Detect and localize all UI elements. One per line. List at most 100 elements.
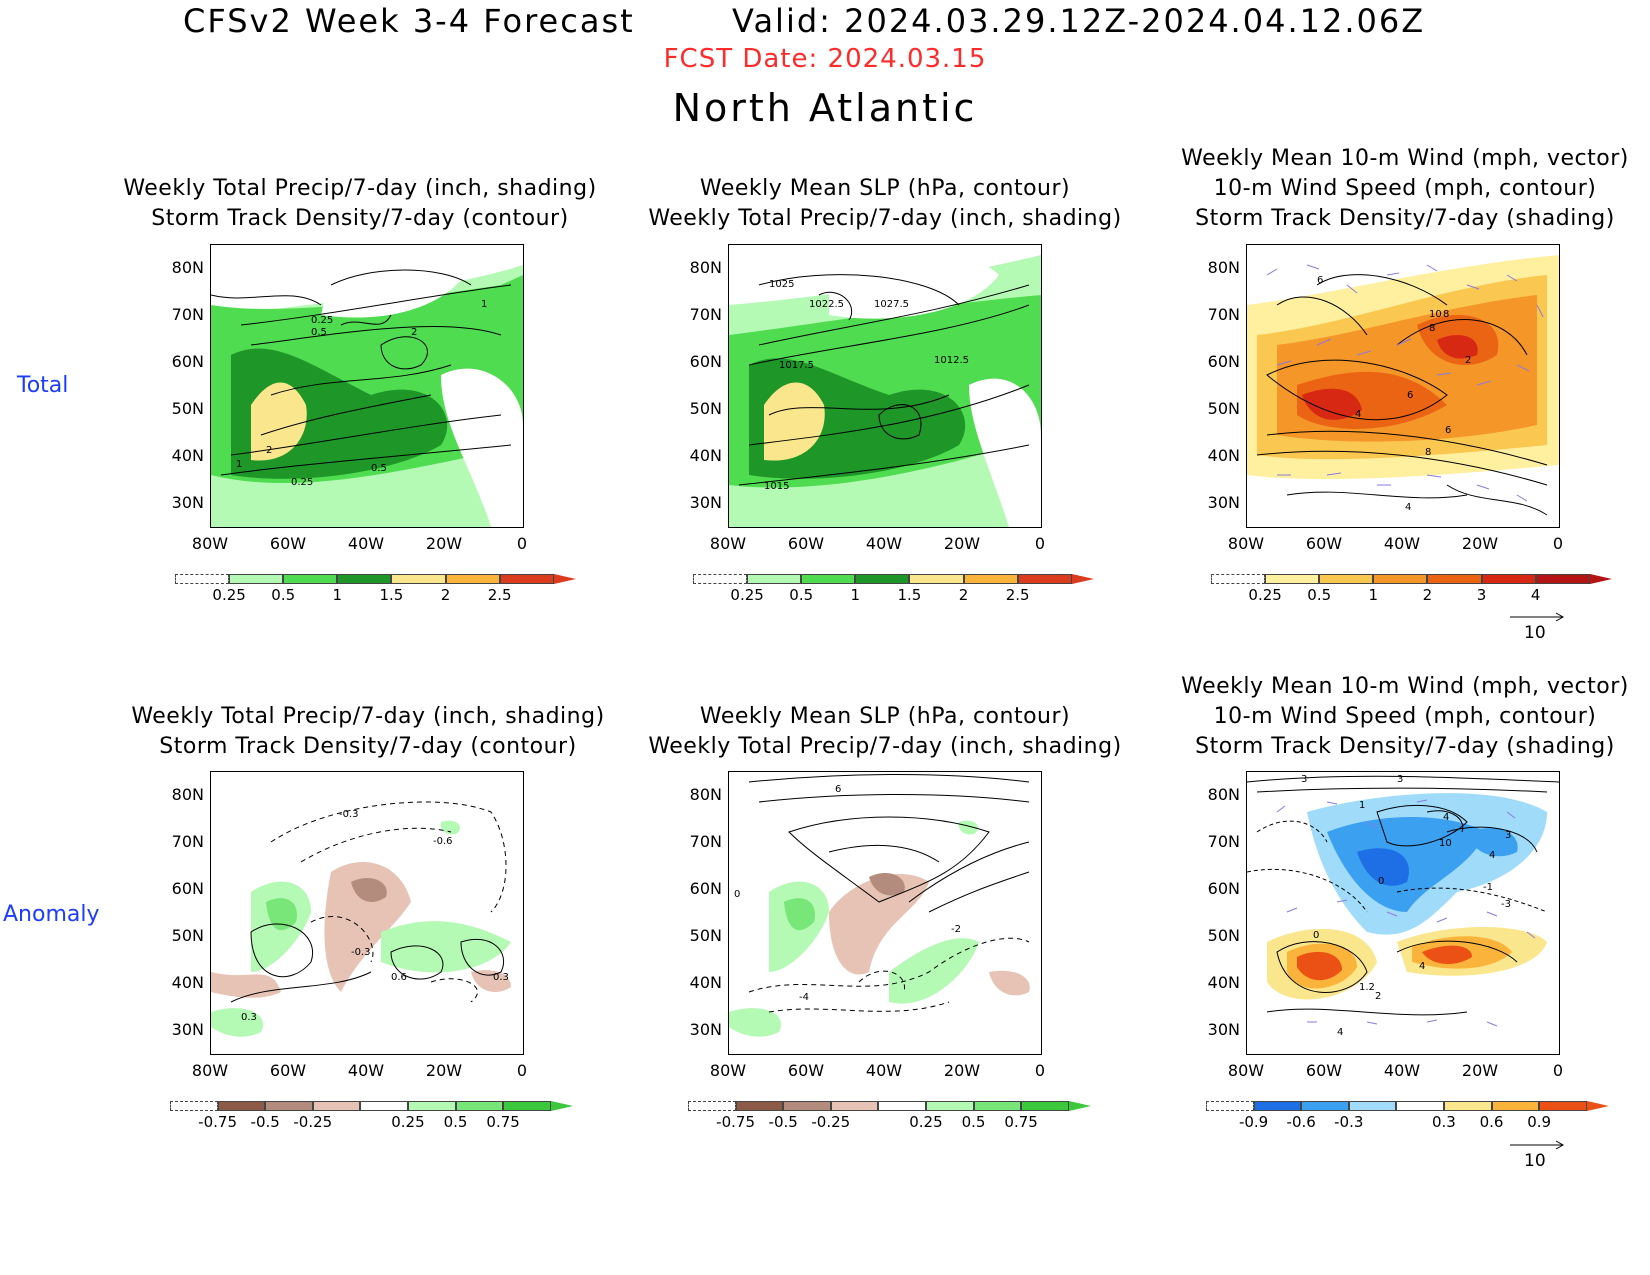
colorbar-segment: [229, 574, 284, 584]
colorbar-segment: [855, 574, 910, 584]
contour-label: 0.5: [371, 463, 387, 474]
colorbar-segment: [747, 574, 802, 584]
colorbar-anom-precip: [688, 1101, 1091, 1113]
lon-label: 40W: [865, 534, 903, 553]
lon-label: 80W: [709, 534, 747, 553]
lon-label: 40W: [1383, 1061, 1421, 1080]
vector-reference-arrow: [1510, 612, 1565, 622]
panel-title-total-slp: Weekly Mean SLP (hPa, contour) Weekly To…: [648, 176, 1122, 231]
colorbar-label: 0.9: [1527, 1113, 1552, 1131]
contour-label: 4: [1489, 850, 1495, 861]
lat-label: 70N: [689, 305, 722, 324]
contour-label: 6: [1317, 275, 1323, 286]
lon-label: 80W: [709, 1061, 747, 1080]
row-label-anomaly: Anomaly: [3, 902, 100, 927]
contour-label: 1025: [769, 279, 794, 290]
colorbar-label: 3: [1476, 586, 1487, 604]
colorbar-label: 1: [850, 586, 861, 604]
colorbar-segment: [360, 1101, 408, 1111]
lon-label: 60W: [269, 1061, 307, 1080]
colorbar-label: 0.5: [443, 1113, 468, 1131]
colorbar-label: -0.75: [198, 1113, 237, 1131]
contour-label: 2: [1465, 355, 1471, 366]
lon-label: 0: [1552, 534, 1564, 553]
map-total-precip: 0.25 0.5 1 2 2 1 0.25 0.5: [210, 244, 524, 528]
contour-label: 3: [1505, 830, 1511, 841]
contour-label: 8: [1429, 323, 1435, 334]
lon-label: 20W: [1461, 1061, 1499, 1080]
lon-label: 40W: [865, 1061, 903, 1080]
lat-label: 80N: [1207, 785, 1240, 804]
lat-label: 60N: [689, 879, 722, 898]
lat-label: 50N: [1207, 399, 1240, 418]
colorbar-segment: [175, 574, 230, 584]
lat-label: 50N: [171, 926, 204, 945]
colorbar-label: 2: [1422, 586, 1433, 604]
contour-label: 0.3: [493, 972, 509, 983]
colorbar-label: 0.25: [730, 586, 764, 604]
contour-label: 4: [1405, 502, 1411, 513]
lon-label: 60W: [787, 534, 825, 553]
colorbar-anom-precip: [170, 1101, 573, 1113]
colorbar-segment: [170, 1101, 218, 1111]
contour-label: 2: [411, 327, 417, 338]
contour-label: -0.3: [339, 809, 359, 820]
contour-label: 1: [1359, 800, 1365, 811]
colorbar-segment: [1481, 574, 1536, 584]
colorbar-label: 0.25: [391, 1113, 425, 1131]
panel-title-total-precip: Weekly Total Precip/7-day (inch, shading…: [123, 176, 597, 231]
colorbar-label: -0.6: [1286, 1113, 1316, 1131]
lon-label: 0: [1034, 1061, 1046, 1080]
colorbar-segment: [1206, 1101, 1254, 1111]
lon-label: 60W: [1305, 1061, 1343, 1080]
colorbar-label: 0.6: [1479, 1113, 1504, 1131]
colorbar-segment: [265, 1101, 313, 1111]
panel-title-anom-slp: Weekly Mean SLP (hPa, contour) Weekly To…: [648, 704, 1122, 759]
lat-label: 50N: [1207, 926, 1240, 945]
colorbar-label: 0.5: [789, 586, 814, 604]
colorbar-segment: [830, 1101, 879, 1111]
lat-label: 30N: [1207, 1020, 1240, 1039]
contour-label: 1017.5: [779, 360, 814, 371]
forecast-date: FCST Date: 2024.03.15: [663, 44, 987, 74]
lat-label: 30N: [689, 1020, 722, 1039]
contour-label: 0: [1313, 930, 1319, 941]
colorbar-total-precip: [175, 574, 576, 586]
contour-label: 0.5: [311, 327, 327, 338]
map-anom-wind: 3 3 1 4 10 3 4 0 -1 -3 0 4 1.2 2 4: [1246, 771, 1560, 1055]
contour-label: -1: [1483, 882, 1493, 893]
contour-label: 10: [1439, 838, 1452, 849]
contour-label: 10: [1429, 309, 1442, 320]
colorbar-label: 1.5: [897, 586, 922, 604]
colorbar-label: 1.5: [379, 586, 404, 604]
lat-label: 30N: [171, 493, 204, 512]
lon-label: 60W: [1305, 534, 1343, 553]
lat-label: 40N: [689, 446, 722, 465]
contour-label: 1015: [764, 481, 789, 492]
contour-label: 3: [1301, 774, 1307, 785]
contour-label: 0.3: [241, 1012, 257, 1023]
colorbar-label: -0.25: [811, 1113, 851, 1131]
contour-label: -4: [799, 992, 809, 1003]
lon-label: 80W: [1227, 534, 1265, 553]
lat-label: 40N: [1207, 446, 1240, 465]
lat-label: 70N: [689, 832, 722, 851]
colorbar-segment: [1348, 1101, 1397, 1111]
contour-label: 0: [1378, 876, 1384, 887]
lon-label: 40W: [1383, 534, 1421, 553]
colorbar-segment: [499, 574, 554, 584]
contour-label: 4: [1419, 961, 1425, 972]
contour-label: -0.3: [351, 947, 371, 958]
lon-label: 20W: [425, 1061, 463, 1080]
colorbar-label: 2.5: [487, 586, 512, 604]
contour-label: 0.25: [291, 477, 313, 488]
forecast-title: CFSv2 Week 3-4 Forecast Valid: 2024.03.2…: [183, 2, 1426, 40]
colorbar-segment: [1539, 1101, 1587, 1111]
colorbar-label: -0.9: [1238, 1113, 1269, 1131]
colorbar-segment: [973, 1101, 1022, 1111]
lat-label: 60N: [171, 352, 204, 371]
lat-label: 30N: [689, 493, 722, 512]
lat-label: 80N: [689, 785, 722, 804]
colorbar-segment: [1211, 574, 1266, 584]
colorbar-segment: [801, 574, 856, 584]
